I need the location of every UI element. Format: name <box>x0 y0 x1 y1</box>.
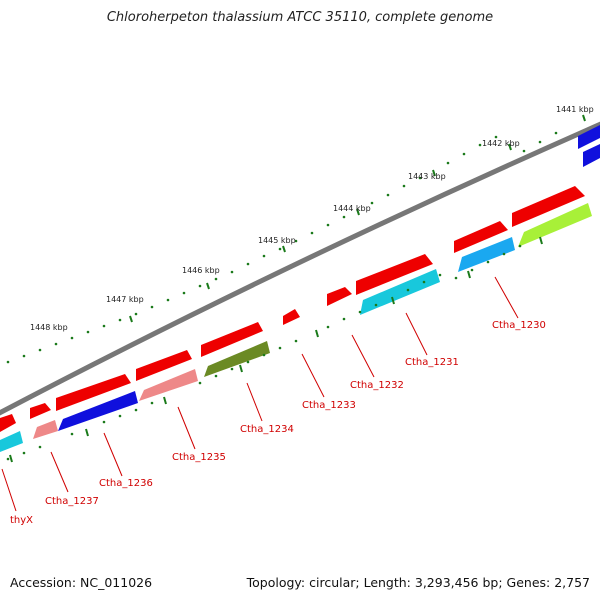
gene-arrow <box>136 350 192 381</box>
gene-label: Ctha_1236 <box>99 478 153 489</box>
gene-arrow <box>327 287 352 306</box>
gene-arrow <box>33 420 58 439</box>
genome-backbone <box>0 121 600 416</box>
gene-arrow <box>0 431 23 452</box>
inner-tick-ring <box>6 244 522 461</box>
gene-arrow <box>583 144 600 167</box>
gene-label: Ctha_1230 <box>492 320 546 331</box>
genome-info-text: Topology: circular; Length: 3,293,456 bp… <box>246 575 590 590</box>
gene-arrow <box>30 403 51 419</box>
gene-arrow <box>512 186 585 227</box>
gene-arrow <box>458 237 515 272</box>
kbp-label: 1447 kbp <box>106 295 144 304</box>
kbp-label: 1442 kbp <box>482 139 520 148</box>
kbp-label: 1441 kbp <box>556 105 594 114</box>
gene-arrow <box>283 309 300 325</box>
outer-tick-ring <box>6 131 558 364</box>
kbp-label: 1446 kbp <box>182 266 220 275</box>
map-title: Chloroherpeton thalassium ATCC 35110, co… <box>106 10 494 25</box>
gene-arrow <box>139 369 198 401</box>
gene-arrow <box>360 269 440 315</box>
kbp-label: 1443 kbp <box>408 172 446 181</box>
gene-arrow <box>518 203 592 247</box>
gene-arrow <box>454 221 508 253</box>
kbp-label: 1448 kbp <box>30 323 68 332</box>
kbp-label: 1445 kbp <box>258 236 296 245</box>
inner-major-ticks <box>9 236 543 463</box>
gene-arrow <box>0 414 16 432</box>
gene-arrow <box>56 374 131 411</box>
reverse-genes <box>0 144 600 452</box>
accession-text: Accession: NC_011026 <box>10 575 153 590</box>
gene-label: Ctha_1231 <box>405 357 459 368</box>
gene-arrow <box>58 391 138 431</box>
gene-arrow <box>578 125 600 149</box>
gene-label: thyX <box>10 515 33 526</box>
gene-arrow <box>201 322 263 357</box>
label-leaders <box>1 276 519 512</box>
gene-labels: Ctha_1230 Ctha_1231 Ctha_1232 Ctha_1233 … <box>10 320 546 526</box>
kbp-label: 1444 kbp <box>333 204 371 213</box>
kbp-labels: 1441 kbp 1442 kbp 1443 kbp 1444 kbp 1445… <box>30 105 594 332</box>
gene-label: Ctha_1235 <box>172 452 226 463</box>
gene-label: Ctha_1234 <box>240 424 294 435</box>
forward-genes <box>0 125 600 432</box>
gene-label: Ctha_1237 <box>45 496 99 507</box>
gene-label: Ctha_1233 <box>302 400 356 411</box>
gene-arrow <box>356 254 433 295</box>
gene-label: Ctha_1232 <box>350 380 404 391</box>
gene-arrow <box>204 341 270 377</box>
outer-major-ticks <box>129 114 586 323</box>
